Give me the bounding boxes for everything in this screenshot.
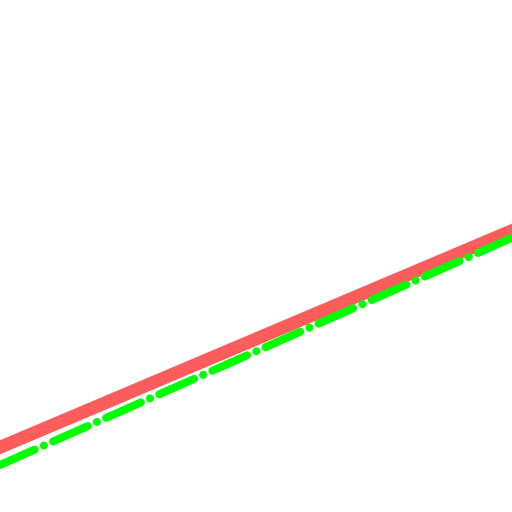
red-solid-line: [0, 223, 512, 455]
green-dash-dot-line: [0, 233, 512, 469]
